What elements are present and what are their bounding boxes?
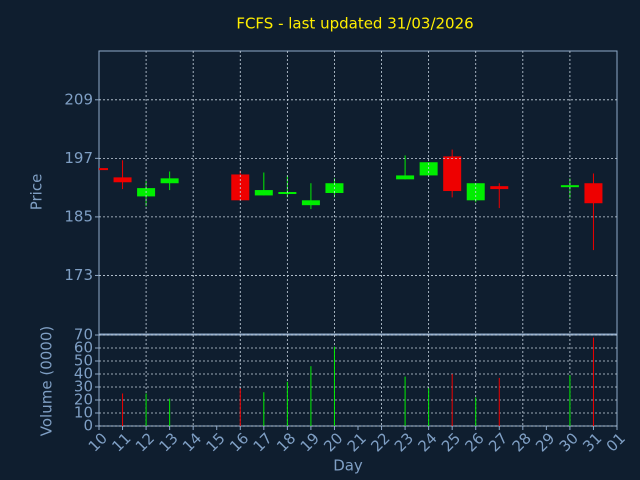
y-tick-label: 20 [74, 391, 93, 409]
y-tick-label: 50 [74, 352, 93, 370]
candle-body [160, 178, 179, 184]
y-tick-label: 30 [74, 378, 93, 396]
y-tick-label: 10 [74, 404, 93, 422]
candle-body [113, 177, 132, 183]
candle-body [278, 192, 297, 195]
candle-body [301, 200, 320, 206]
y-tick-label: 0 [83, 417, 93, 435]
candle-body [254, 190, 273, 196]
candle-body [443, 156, 462, 192]
x-axis-label: Day [333, 457, 363, 475]
y-axis-label: Volume (0000) [38, 326, 56, 436]
candle-body [396, 175, 415, 180]
y-tick-label: 185 [64, 207, 93, 225]
y-tick-label: 173 [64, 266, 93, 284]
y-tick-label: 60 [74, 339, 93, 357]
price-frame [98, 50, 618, 335]
y-tick-label: 197 [64, 149, 93, 167]
candle-body [584, 183, 603, 204]
candle-body [560, 185, 579, 188]
y-axis-label: Price [28, 174, 46, 211]
chart-title: FCFS - last updated 31/03/2026 [236, 15, 473, 33]
y-tick-label: 209 [64, 90, 93, 108]
y-tick-label: 40 [74, 365, 93, 383]
y-tick-label: 70 [74, 326, 93, 344]
candle-body [99, 168, 108, 171]
candle-body [490, 186, 509, 190]
